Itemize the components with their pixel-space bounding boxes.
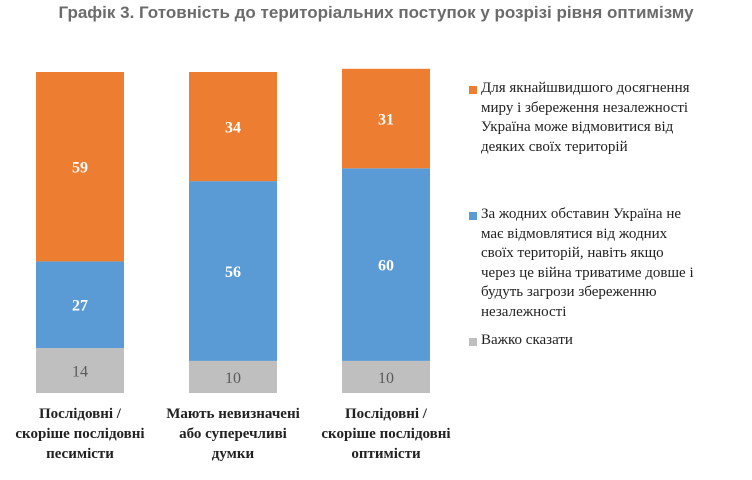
category-label: Послідовні / скоріше послідовні песиміст… xyxy=(15,406,145,462)
legend-swatch xyxy=(469,338,477,346)
bar-segment xyxy=(342,360,430,393)
data-label: 56 xyxy=(225,264,241,281)
data-label: 59 xyxy=(72,160,88,177)
data-label: 10 xyxy=(378,370,394,387)
bar-segment xyxy=(189,72,277,182)
legend-label: За жодних обставин Україна не має відмов… xyxy=(481,206,694,320)
data-label: 27 xyxy=(72,298,88,315)
category-label: Послідовні / скоріше послідовні оптиміст… xyxy=(321,406,451,462)
legend-swatch xyxy=(469,212,477,220)
chart-title: Графік 3. Готовність до територіальних п… xyxy=(58,3,694,22)
bar-segment xyxy=(342,68,430,169)
data-label: 14 xyxy=(72,364,88,381)
bar-segment xyxy=(36,348,124,393)
bar-segment xyxy=(189,181,277,361)
data-label: 34 xyxy=(225,120,241,137)
data-label: 60 xyxy=(378,258,394,275)
bar-segment xyxy=(189,360,277,393)
legend-label: Важко сказати xyxy=(481,332,573,348)
data-label: 10 xyxy=(225,370,241,387)
legend-swatch xyxy=(469,86,477,94)
bar-segment xyxy=(36,261,124,349)
bar-segment xyxy=(36,72,124,262)
category-label: Мають невизначені або суперечливі думки xyxy=(166,406,300,462)
data-label: 31 xyxy=(378,112,394,129)
bar-segment xyxy=(342,168,430,361)
legend-label: Для якнайшвидшого досягнення миру і збер… xyxy=(481,80,690,155)
